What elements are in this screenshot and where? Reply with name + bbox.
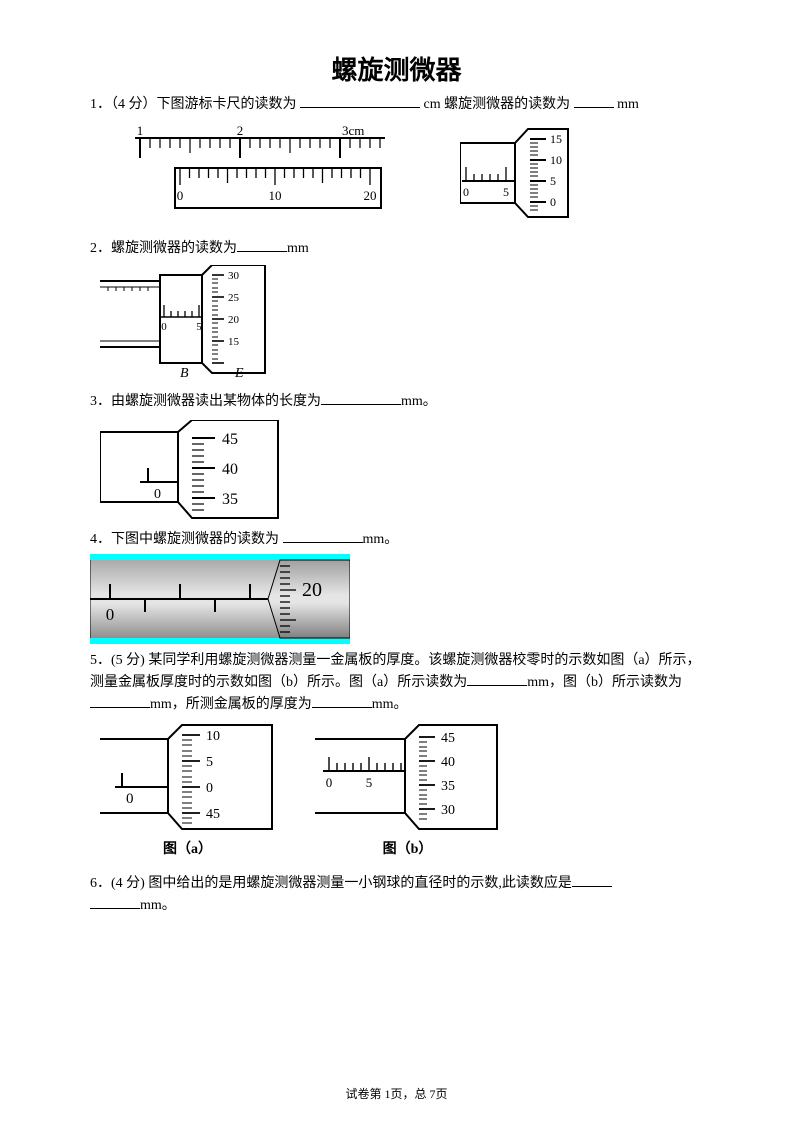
q5-text-d: mm。	[372, 697, 408, 712]
svg-text:30: 30	[441, 803, 455, 818]
q2-text-a: 2．螺旋测微器的读数为	[90, 241, 237, 256]
svg-text:45: 45	[441, 731, 455, 746]
svg-text:5: 5	[503, 185, 509, 199]
page-title: 螺旋测微器	[90, 50, 703, 87]
q3-text-a: 3．由螺旋测微器读出某物体的长度为	[90, 394, 321, 409]
question-1: 1．（4 分）下图游标卡尺的读数为 cm 螺旋测微器的读数为 mm	[90, 93, 703, 115]
q4-micrometer-figure: 0 20	[90, 554, 350, 644]
q6-text-b: mm。	[140, 898, 176, 913]
svg-text:30: 30	[228, 270, 240, 282]
q1-blank-2[interactable]	[574, 93, 614, 108]
q2-figure-wrap: 0 5 30 25 20 15 B E	[100, 265, 703, 380]
q5-blank-1[interactable]	[467, 671, 527, 686]
svg-text:10: 10	[206, 729, 220, 744]
svg-text:5: 5	[366, 775, 373, 790]
q4-text-a: 4．下图中螺旋测微器的读数为	[90, 532, 283, 547]
page-footer: 试卷第 1页，总 7页	[0, 1085, 793, 1102]
svg-text:35: 35	[222, 491, 238, 508]
svg-text:0: 0	[550, 195, 556, 209]
svg-text:1: 1	[137, 123, 144, 138]
svg-text:15: 15	[550, 132, 562, 146]
q1-micrometer-figure: 0 5 15 10 5 0	[460, 123, 570, 223]
q5-blank-3[interactable]	[312, 693, 372, 708]
q5-fig-a-caption: 图（a）	[100, 838, 275, 858]
q5-text-c: mm，所测金属板的厚度为	[150, 697, 312, 712]
svg-text:3cm: 3cm	[342, 123, 364, 138]
q5-blank-2[interactable]	[90, 693, 150, 708]
svg-text:40: 40	[222, 461, 238, 478]
svg-text:0: 0	[161, 321, 167, 333]
svg-text:E: E	[234, 366, 244, 380]
q3-figure-wrap: 0 45 40 35	[100, 420, 703, 520]
svg-text:20: 20	[228, 314, 240, 326]
q1-text-b: cm 螺旋测微器的读数为	[420, 97, 574, 112]
svg-text:0: 0	[154, 487, 161, 502]
svg-text:25: 25	[228, 292, 240, 304]
svg-text:0: 0	[177, 188, 184, 203]
svg-text:2: 2	[237, 123, 244, 138]
question-6: 6．(4 分) 图中给出的是用螺旋测微器测量一小钢球的直径时的示数,此读数应是 …	[90, 872, 703, 916]
svg-text:10: 10	[269, 188, 282, 203]
q4-blank[interactable]	[283, 528, 363, 543]
svg-text:15: 15	[228, 336, 240, 348]
q6-blank-2[interactable]	[90, 894, 140, 909]
q1-blank-1[interactable]	[300, 93, 420, 108]
svg-text:5: 5	[206, 755, 213, 770]
q4-text-b: mm。	[363, 532, 399, 547]
q6-blank[interactable]	[572, 872, 612, 887]
vernier-caliper-figure: 1 2 3cm 0 10 20	[120, 123, 400, 213]
q4-figure-wrap: 0 20	[90, 554, 703, 644]
svg-text:20: 20	[302, 579, 322, 601]
q1-text-a: 1．（4 分）下图游标卡尺的读数为	[90, 97, 300, 112]
question-5: 5．(5 分) 某同学利用螺旋测微器测量一金属板的厚度。该螺旋测微器校零时的示数…	[90, 650, 703, 715]
q3-text-b: mm。	[401, 394, 437, 409]
svg-text:5: 5	[550, 174, 556, 188]
svg-text:45: 45	[222, 431, 238, 448]
svg-text:0: 0	[463, 185, 469, 199]
q5-fig-b: 0 5 45 40 35 30	[315, 721, 500, 836]
svg-text:0: 0	[106, 605, 115, 624]
q2-blank[interactable]	[237, 237, 287, 252]
svg-text:40: 40	[441, 755, 455, 770]
q5-fig-a: 0 10 5 0 45	[100, 721, 275, 836]
q5-fig-b-caption: 图（b）	[315, 838, 500, 858]
q2-text-b: mm	[287, 241, 309, 256]
question-3: 3．由螺旋测微器读出某物体的长度为 mm。	[90, 390, 703, 412]
svg-text:0: 0	[326, 775, 333, 790]
q5-figures: 0 10 5 0 45 图（a） 0 5	[100, 721, 703, 858]
q3-blank[interactable]	[321, 390, 401, 405]
svg-text:10: 10	[550, 153, 562, 167]
question-4: 4．下图中螺旋测微器的读数为 mm。	[90, 528, 703, 550]
svg-text:20: 20	[364, 188, 377, 203]
q2-micrometer-figure: 0 5 30 25 20 15 B E	[100, 265, 270, 380]
question-2: 2．螺旋测微器的读数为 mm	[90, 237, 703, 259]
svg-text:B: B	[180, 366, 189, 380]
q5-text-b: mm，图（b）所示读数为	[527, 675, 682, 690]
svg-text:0: 0	[206, 781, 213, 796]
q1-text-c: mm	[614, 97, 639, 112]
q1-figures: 1 2 3cm 0 10 20 0 5	[120, 123, 703, 223]
svg-text:45: 45	[206, 807, 220, 822]
svg-text:0: 0	[126, 791, 134, 807]
q3-micrometer-figure: 0 45 40 35	[100, 420, 280, 520]
svg-text:35: 35	[441, 779, 455, 794]
q6-text-a: 6．(4 分) 图中给出的是用螺旋测微器测量一小钢球的直径时的示数,此读数应是	[90, 876, 572, 891]
